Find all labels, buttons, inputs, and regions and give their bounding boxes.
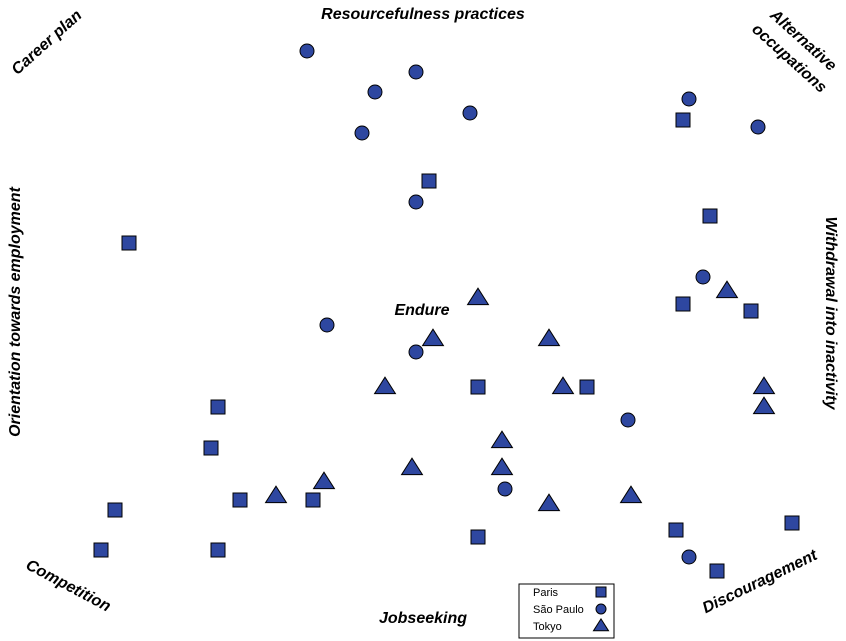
point-triangle-2-9 — [400, 457, 424, 476]
point-square-0-16 — [668, 522, 684, 538]
point-square-0-6 — [470, 379, 486, 395]
point-triangle-2-10 — [490, 457, 514, 476]
label-center: Endure — [394, 302, 449, 319]
point-triangle-2-1 — [715, 280, 739, 299]
point-circle-1-6 — [750, 119, 766, 135]
point-square-0-7 — [579, 379, 595, 395]
legend: Paris São Paulo Tokyo — [518, 583, 615, 639]
point-triangle-2-13 — [619, 485, 643, 504]
legend-label-paris: Paris — [533, 587, 559, 599]
point-square-0-15 — [470, 529, 486, 545]
label-right: Withdrawal into inactivity — [822, 217, 839, 411]
label-top: Resourcefulness practices — [321, 6, 525, 23]
legend-marker-square — [595, 586, 607, 598]
point-circle-1-7 — [408, 194, 424, 210]
point-circle-1-13 — [681, 549, 697, 565]
label-top-left: Career plan — [9, 7, 86, 79]
point-square-0-18 — [709, 563, 725, 579]
point-square-0-10 — [232, 492, 248, 508]
point-triangle-2-8 — [490, 430, 514, 449]
point-triangle-2-4 — [373, 376, 397, 395]
point-square-0-11 — [305, 492, 321, 508]
point-square-0-1 — [675, 112, 691, 128]
point-triangle-2-7 — [752, 396, 776, 415]
point-circle-1-9 — [319, 317, 335, 333]
point-square-0-17 — [784, 515, 800, 531]
point-circle-1-5 — [681, 91, 697, 107]
point-square-0-5 — [743, 303, 759, 319]
point-triangle-2-0 — [466, 287, 490, 306]
point-triangle-2-6 — [752, 376, 776, 395]
point-triangle-2-12 — [264, 485, 288, 504]
legend-marker-circle — [595, 603, 607, 615]
point-circle-1-12 — [497, 481, 513, 497]
label-left: Orientation towards employment — [7, 186, 24, 436]
point-square-0-2 — [702, 208, 718, 224]
point-square-0-14 — [210, 542, 226, 558]
point-circle-1-2 — [367, 84, 383, 100]
legend-marker-triangle — [592, 617, 610, 632]
label-bottom-left: Competition — [23, 557, 114, 616]
point-square-0-12 — [107, 502, 123, 518]
legend-label-tokyo: Tokyo — [533, 621, 562, 633]
point-square-0-13 — [93, 542, 109, 558]
point-square-0-8 — [210, 399, 226, 415]
point-triangle-2-3 — [537, 328, 561, 347]
label-bottom: Jobseeking — [379, 610, 467, 627]
data-points — [93, 43, 800, 579]
point-square-0-4 — [675, 296, 691, 312]
point-circle-1-4 — [354, 125, 370, 141]
point-circle-1-1 — [408, 64, 424, 80]
point-triangle-2-14 — [537, 493, 561, 512]
point-circle-1-8 — [695, 269, 711, 285]
axis-labels: Resourcefulness practices Career plan Al… — [7, 6, 839, 627]
point-triangle-2-5 — [551, 376, 575, 395]
point-square-0-3 — [121, 235, 137, 251]
label-bottom-right: Discouragement — [700, 547, 821, 618]
point-triangle-2-11 — [312, 471, 336, 490]
point-circle-1-11 — [620, 412, 636, 428]
legend-label-sao-paulo: São Paulo — [533, 604, 584, 616]
point-circle-1-0 — [299, 43, 315, 59]
point-triangle-2-2 — [421, 328, 445, 347]
point-circle-1-10 — [408, 344, 424, 360]
point-square-0-0 — [421, 173, 437, 189]
point-circle-1-3 — [462, 105, 478, 121]
point-square-0-9 — [203, 440, 219, 456]
